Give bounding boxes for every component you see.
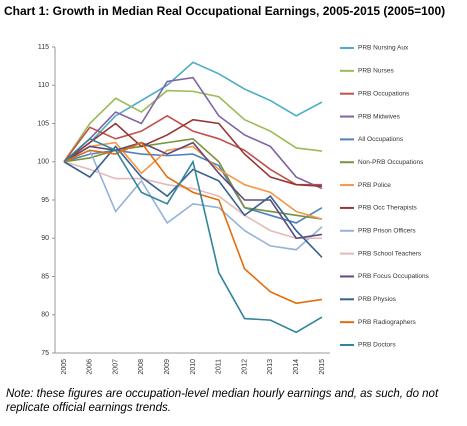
legend-label: PRB Nursing Aux	[358, 45, 409, 52]
legend-label: PRB Nurses	[358, 68, 395, 75]
legend-label: PRB Physios	[358, 296, 397, 303]
series-line	[63, 141, 323, 305]
x-tick-label: 2014	[293, 359, 300, 375]
y-tick-label: 90	[41, 235, 49, 242]
legend-label: PRB Police	[358, 182, 391, 189]
x-tick-label: 2005	[61, 359, 68, 375]
y-tick-label: 110	[38, 82, 49, 89]
x-tick-label: 2015	[319, 359, 326, 375]
legend-label: PRB Radiographers	[358, 319, 417, 326]
legend-label: Non-PRB Occupations	[358, 159, 424, 166]
series-line	[63, 149, 323, 251]
legend-label: All Occupations	[358, 136, 404, 143]
legend-label: PRB Midwives	[358, 113, 401, 120]
series-line	[63, 76, 323, 190]
x-tick-label: 2010	[190, 359, 197, 375]
chart-title: Chart 1: Growth in Median Real Occupatio…	[4, 4, 445, 18]
legend-label: PRB Doctors	[358, 342, 396, 349]
x-tick-label: 2008	[138, 359, 145, 375]
y-tick-label: 80	[41, 312, 49, 319]
x-tick-label: 2011	[216, 359, 223, 374]
legend-label: PRB Occ Therapists	[358, 205, 418, 212]
series-line	[63, 61, 323, 163]
legend-label: PRB Prison Officers	[358, 227, 416, 234]
series-line	[63, 89, 323, 163]
x-tick-label: 2013	[267, 359, 274, 375]
series-line	[63, 114, 322, 186]
y-tick-label: 85	[41, 273, 49, 280]
y-tick-label: 105	[37, 120, 49, 127]
y-tick-label: 115	[38, 44, 49, 51]
legend-label: PRB Focus Occupations	[358, 273, 430, 280]
series-line	[63, 149, 323, 224]
series-line	[63, 160, 322, 240]
series-line	[63, 145, 323, 258]
y-tick-label: 95	[41, 197, 49, 204]
series-line	[63, 137, 323, 334]
series-line	[63, 141, 323, 240]
note: Note: these figures are occupation-level…	[6, 388, 439, 414]
x-tick-label: 2012	[241, 359, 248, 375]
series-line	[63, 118, 323, 188]
x-tick-label: 2009	[164, 359, 171, 375]
y-tick-label: 100	[37, 159, 49, 166]
y-tick-label: 75	[41, 350, 49, 357]
legend-label: PRB School Teachers	[358, 250, 422, 257]
x-tick-label: 2006	[87, 359, 94, 375]
legend-label: PRB Occupations	[358, 90, 410, 97]
x-tick-label: 2007	[112, 359, 119, 375]
series-line	[63, 141, 323, 220]
chart: Chart 1: Growth in Median Real Occupatio…	[4, 4, 445, 375]
